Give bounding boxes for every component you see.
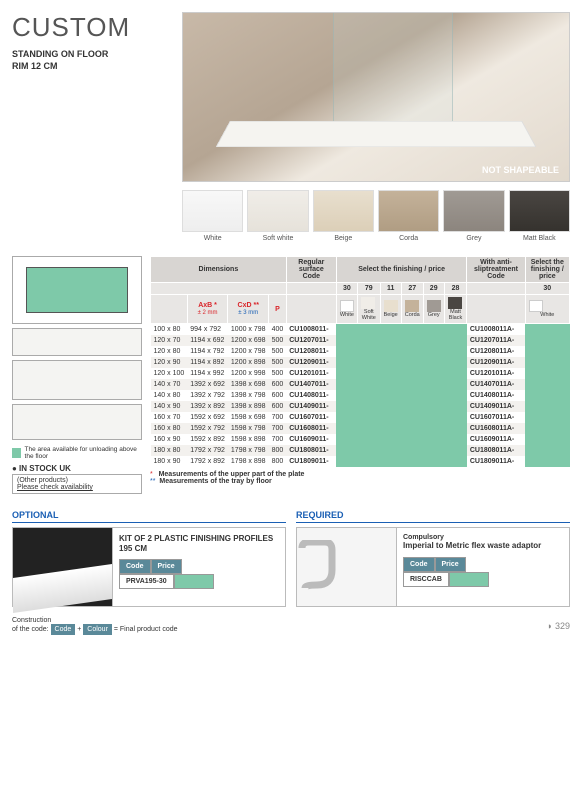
table-row: 140 x 801392 x 7921398 x 798600 CU140801…: [151, 390, 570, 401]
not-shapeable-badge: NOT SHAPEABLE: [482, 165, 559, 175]
optional-title: OPTIONAL: [12, 510, 286, 523]
optional-panel: OPTIONAL KIT OF 2 PLASTIC FINISHING PROF…: [12, 510, 286, 607]
table-row: 120 x 801194 x 7921200 x 798500 CU120801…: [151, 346, 570, 357]
required-title: REQUIRED: [296, 510, 570, 523]
required-price-hdr: Price: [435, 557, 466, 572]
table-row: 180 x 801792 x 7921798 x 798800 CU180801…: [151, 445, 570, 456]
swatch-Corda: Corda: [378, 190, 439, 242]
code-construction: Constructionof the code: Code + Colour =…: [12, 617, 178, 635]
table-row: 160 x 701592 x 6921598 x 698700 CU160701…: [151, 412, 570, 423]
optional-code: PRVA195-30: [119, 574, 174, 589]
table-row: 160 x 901592 x 8921598 x 898700 CU160901…: [151, 434, 570, 445]
hero-image: NOT SHAPEABLE: [182, 12, 570, 182]
required-code-hdr: Code: [403, 557, 435, 572]
legend-area: The area available for unloading above t…: [12, 446, 142, 460]
table-row: 160 x 801592 x 7921598 x 798700 CU160801…: [151, 423, 570, 434]
subtitle-1: STANDING ON FLOOR: [12, 49, 172, 61]
required-panel: REQUIRED Compulsory Imperial to Metric f…: [296, 510, 570, 607]
table-row: 120 x 701194 x 6921200 x 698500 CU120701…: [151, 335, 570, 346]
subtitle: STANDING ON FLOOR RIM 12 CM: [12, 49, 172, 72]
swatch-Soft white: Soft white: [247, 190, 308, 242]
footnote-dstar: **: [150, 478, 157, 485]
swatch-Grey: Grey: [443, 190, 504, 242]
stock-title: ● IN STOCK UK: [12, 464, 142, 473]
required-name: Imperial to Metric flex waste adaptor: [403, 541, 563, 551]
diagram-side-1: [12, 328, 142, 356]
color-swatches: White Soft white Beige Corda Grey Matt B…: [182, 190, 570, 242]
required-code: RISCCAB: [403, 572, 449, 587]
footnote-1: Measurements of the upper part of the pl…: [159, 471, 305, 478]
optional-price: [174, 574, 214, 589]
table-row: 140 x 701392 x 6921398 x 698600 CU140701…: [151, 379, 570, 390]
optional-image: [13, 528, 113, 606]
required-pre: Compulsory: [403, 534, 563, 541]
subtitle-2: RIM 12 CM: [12, 61, 172, 73]
page-number: ◗ 329: [547, 621, 570, 631]
footnote-star: *: [150, 471, 157, 478]
swatch-Beige: Beige: [313, 190, 374, 242]
stock-other: (Other products) Please check availabili…: [12, 474, 142, 494]
required-price: [449, 572, 489, 587]
optional-code-hdr: Code: [119, 559, 151, 574]
required-image: [297, 528, 397, 606]
diagram-column: The area available for unloading above t…: [12, 256, 142, 494]
table-row: 120 x 901194 x 8921200 x 898500 CU120901…: [151, 357, 570, 368]
diagram-side-3: [12, 404, 142, 440]
footnote-2: Measurements of the tray by floor: [159, 478, 271, 485]
table-row: 120 x 1001194 x 9921200 x 998500 CU12010…: [151, 368, 570, 379]
main-table: Dimensions Regular surface Code Select t…: [150, 256, 570, 494]
swatch-Matt Black: Matt Black: [509, 190, 570, 242]
swatch-White: White: [182, 190, 243, 242]
diagram-side-2: [12, 360, 142, 400]
product-title: CUSTOM: [12, 12, 172, 43]
table-row: 180 x 901792 x 8921798 x 898800 CU180901…: [151, 456, 570, 467]
optional-price-hdr: Price: [151, 559, 182, 574]
table-row: 140 x 901392 x 8921398 x 898600 CU140901…: [151, 401, 570, 412]
table-row: 100 x 80994 x 7921000 x 798400 CU1008011…: [151, 324, 570, 336]
optional-name: KIT OF 2 PLASTIC FINISHING PROFILES 195 …: [119, 534, 279, 553]
diagram-top-view: [12, 256, 142, 324]
